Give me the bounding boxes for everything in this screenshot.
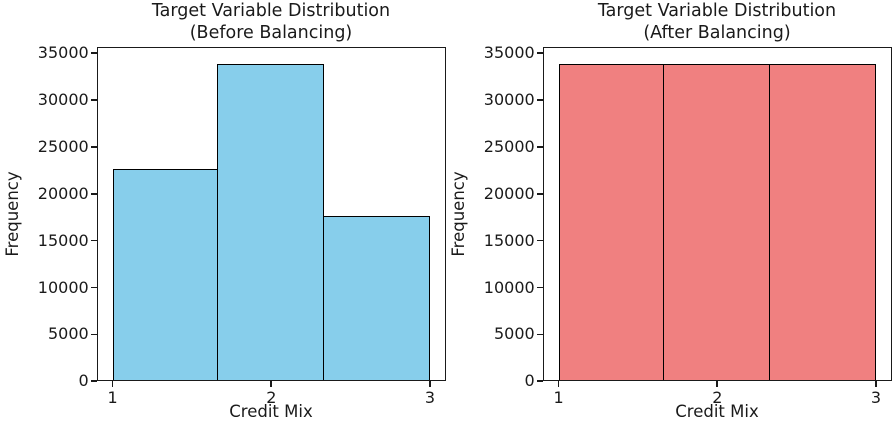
histogram-bar xyxy=(768,63,876,382)
y-tick-mark xyxy=(536,52,543,55)
y-tick-mark xyxy=(536,99,543,101)
x-tick-mark xyxy=(111,381,114,388)
y-tick-mark xyxy=(536,193,543,195)
y-tick-mark xyxy=(90,146,97,148)
histogram-bar xyxy=(217,63,325,382)
x-tick-label: 1 xyxy=(553,387,564,407)
y-tick-mark xyxy=(90,380,97,383)
y-tick-label: 0 xyxy=(78,371,89,391)
histogram-bar xyxy=(558,63,665,382)
chart-title-line2: (After Balancing) xyxy=(643,22,791,43)
y-tick-label: 25000 xyxy=(483,136,535,156)
y-tick-label: 20000 xyxy=(483,183,535,203)
chart-title: Target Variable Distribution (After Bala… xyxy=(542,1,892,44)
chart-title-line1: Target Variable Distribution xyxy=(151,1,391,21)
y-tick-mark xyxy=(90,99,97,101)
x-axis-label: Credit Mix xyxy=(229,402,313,421)
y-tick-label: 5000 xyxy=(493,324,535,344)
y-tick-label: 35000 xyxy=(37,43,89,63)
subplot-after-balancing: Target Variable Distribution (After Bala… xyxy=(446,0,892,426)
y-tick-label: 25000 xyxy=(37,136,89,156)
chart-title: Target Variable Distribution (Before Bal… xyxy=(96,1,446,44)
subplot-before-balancing: Target Variable Distribution (Before Bal… xyxy=(0,0,446,426)
y-tick-mark xyxy=(536,286,543,289)
y-tick-label: 30000 xyxy=(483,90,535,110)
chart-title-line1: Target Variable Distribution xyxy=(597,1,837,21)
y-tick-label: 15000 xyxy=(483,230,535,250)
x-tick-label: 3 xyxy=(424,387,436,407)
y-tick-mark xyxy=(536,380,543,383)
y-tick-label: 5000 xyxy=(47,324,89,344)
histogram-bar xyxy=(322,216,430,382)
x-tick-mark xyxy=(270,381,273,388)
histogram-bar xyxy=(663,63,771,382)
y-tick-mark xyxy=(536,239,543,242)
y-tick-mark xyxy=(90,193,97,195)
y-tick-label: 20000 xyxy=(37,183,89,203)
y-tick-label: 10000 xyxy=(37,277,89,297)
y-tick-mark xyxy=(90,286,97,289)
plot-area: 0 5000 10000 15000 20000 25000 30000 35000 1 2 3 xyxy=(484,43,892,407)
y-tick-label: 30000 xyxy=(37,90,89,110)
y-tick-mark xyxy=(536,146,543,148)
y-tick-label: 10000 xyxy=(483,277,535,297)
x-tick-label: 3 xyxy=(870,387,882,407)
x-tick-mark xyxy=(875,381,877,388)
y-tick-mark xyxy=(90,333,97,336)
y-tick-label: 0 xyxy=(524,371,535,391)
y-tick-label: 15000 xyxy=(37,230,89,250)
x-tick-mark xyxy=(557,381,560,388)
x-tick-mark xyxy=(429,381,431,388)
x-tick-label: 1 xyxy=(107,387,118,407)
y-tick-mark xyxy=(536,333,543,336)
chart-title-line2: (Before Balancing) xyxy=(189,22,353,43)
y-tick-mark xyxy=(90,52,97,55)
plot-area: 0 5000 10000 15000 20000 25000 30000 35000 1 2 3 xyxy=(38,43,446,407)
histogram-bar xyxy=(112,169,219,382)
x-axis-label: Credit Mix xyxy=(675,402,759,421)
y-tick-mark xyxy=(90,239,97,242)
y-tick-label: 35000 xyxy=(483,43,535,63)
x-tick-mark xyxy=(716,381,719,388)
x-tick-label: 2 xyxy=(712,387,723,407)
x-tick-label: 2 xyxy=(266,387,277,407)
